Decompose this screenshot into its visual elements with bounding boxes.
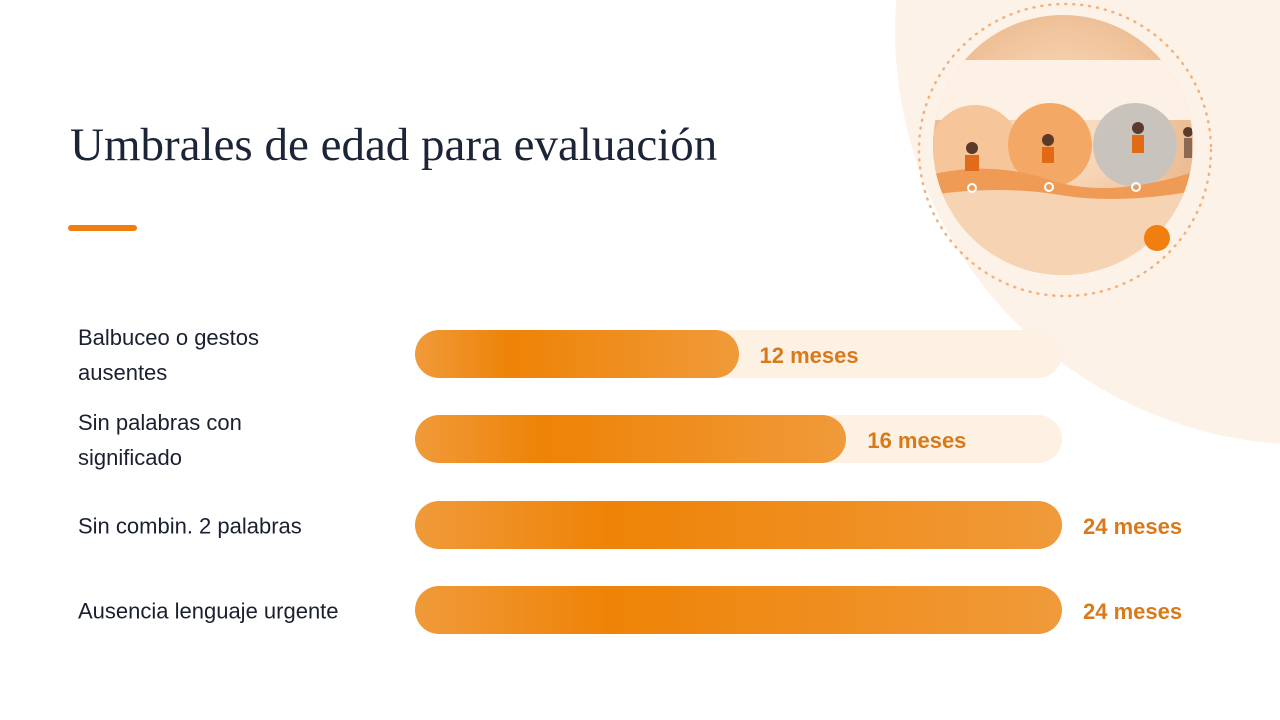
value-label: 12 meses bbox=[759, 343, 859, 368]
illustration-scene bbox=[933, 60, 1193, 275]
bar bbox=[415, 330, 739, 378]
category-label: Sin palabras con significado bbox=[78, 410, 242, 471]
category-label: Ausencia lenguaje urgente bbox=[78, 598, 339, 624]
value-label: 24 meses bbox=[1083, 598, 1183, 624]
value-label: 16 meses bbox=[867, 428, 967, 454]
bar bbox=[415, 500, 1062, 549]
accent-dot bbox=[1144, 225, 1170, 251]
category-label: Balbuceo o gestos ausentes bbox=[78, 325, 260, 385]
value-label: 24 meses bbox=[1083, 513, 1183, 539]
bar bbox=[415, 585, 1062, 634]
bar bbox=[415, 415, 847, 464]
title-underline bbox=[68, 225, 137, 231]
chart-title: Umbrales de edad para evaluación bbox=[70, 119, 718, 171]
dotted-ring bbox=[917, 2, 1213, 298]
category-label: Sin combin. 2 palabras bbox=[78, 513, 302, 539]
